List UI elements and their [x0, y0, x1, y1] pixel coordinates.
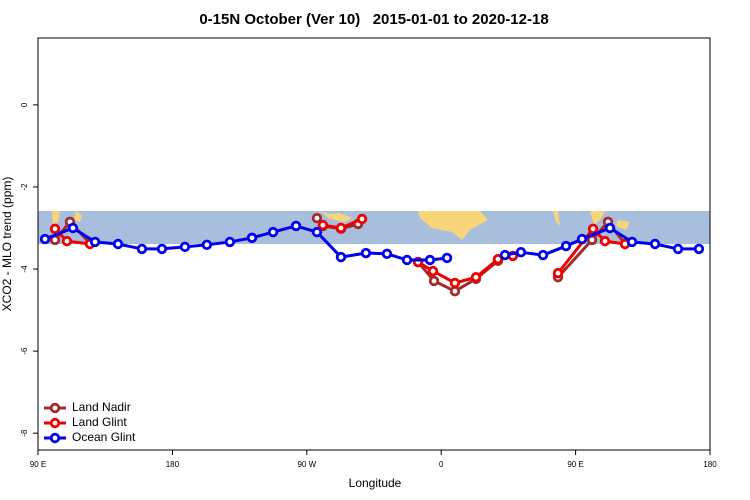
point: [156, 243, 168, 255]
x-tick-label: 90 W: [297, 460, 316, 469]
point: [360, 247, 372, 259]
point: [560, 240, 572, 252]
y-tick-label: -8: [20, 429, 29, 437]
point: [89, 236, 101, 248]
y-tick-label: -4: [20, 265, 29, 273]
point: [499, 249, 511, 261]
legend-label: Land Nadir: [72, 400, 131, 414]
x-axis-label: Longitude: [349, 476, 402, 490]
point: [576, 233, 588, 245]
y-tick-label: -2: [20, 183, 29, 191]
x-tick-label: 90 E: [567, 460, 583, 469]
point: [626, 236, 638, 248]
point: [672, 243, 684, 255]
x-tick-label: 180: [703, 460, 717, 469]
legend-label: Ocean Glint: [72, 430, 136, 444]
point: [587, 223, 599, 235]
point: [427, 265, 439, 277]
plot-frame: [37, 37, 711, 451]
point: [290, 220, 302, 232]
y-axis-label: XCO2 - MLO trend (ppm): [0, 177, 14, 312]
legend-label: Land Glint: [72, 415, 127, 429]
point: [604, 222, 616, 234]
point: [112, 238, 124, 250]
point: [67, 222, 79, 234]
point: [381, 248, 393, 260]
y-tick-label: 0: [20, 102, 29, 107]
point: [649, 238, 661, 250]
point: [335, 222, 347, 234]
point: [311, 226, 323, 238]
point: [356, 213, 368, 225]
point: [49, 223, 61, 235]
chart-title: 0-15N October (Ver 10) 2015-01-01 to 202…: [199, 11, 548, 28]
point: [449, 277, 461, 289]
point: [335, 251, 347, 263]
point: [515, 247, 527, 258]
point: [693, 243, 705, 255]
point: [311, 212, 323, 224]
point: [552, 267, 564, 279]
point: [441, 252, 453, 264]
point: [39, 233, 51, 245]
point: [492, 253, 504, 265]
point: [470, 272, 482, 283]
point: [246, 232, 258, 244]
point: [201, 239, 213, 251]
point: [136, 243, 148, 255]
point: [424, 254, 436, 266]
legend-marker: [49, 417, 61, 429]
point: [179, 241, 191, 253]
point: [61, 235, 73, 247]
point: [537, 249, 549, 261]
point: [599, 235, 611, 247]
point: [224, 236, 236, 248]
legend-marker: [49, 402, 61, 414]
y-tick-label: -6: [20, 347, 29, 355]
x-tick-label: 90 E: [30, 460, 46, 469]
point: [317, 219, 329, 231]
point: [428, 275, 440, 287]
x-tick-label: 0: [439, 460, 444, 469]
legend-marker: [49, 432, 61, 444]
point: [449, 285, 461, 297]
point: [401, 254, 413, 266]
x-tick-label: 180: [166, 460, 180, 469]
point: [267, 226, 279, 238]
